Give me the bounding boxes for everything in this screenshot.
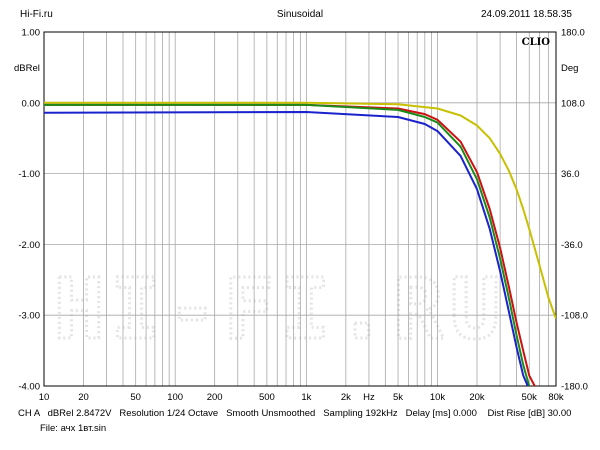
axis-labels: 1.00 0.00 -1.00 -2.00 -3.00 -4.00 180.0 108.0 36…: [14, 28, 588, 404]
watermark-text: HI-FI.RU: [54, 260, 507, 358]
y-tick-label: -1.00: [18, 169, 40, 180]
x-tick-label: 500: [259, 392, 275, 403]
clio-brand-label: CLIO: [522, 37, 551, 48]
file-name: File: ачх 1вт.sin: [40, 423, 107, 434]
y2-tick-label: -36.0: [561, 240, 583, 251]
header-site: Hi-Fi.ru: [20, 9, 53, 20]
series-line-3: [44, 103, 531, 386]
series-group: [44, 101, 556, 386]
chart-grid: [44, 32, 556, 386]
x-axis-unit: Hz: [363, 392, 375, 403]
x-tick-label: 2k: [341, 392, 351, 403]
x-tick-label: 50: [130, 392, 141, 403]
header-signal-type: Sinusoidal: [276, 9, 324, 20]
x-tick-label: 100: [167, 392, 183, 403]
x-tick-label: 20: [78, 392, 89, 403]
y-tick-label: -2.00: [18, 240, 40, 251]
watermark: HI-FI.RU: [52, 259, 507, 360]
series-line-4: [44, 111, 529, 386]
y2-tick-label: -108.0: [561, 311, 588, 322]
y2-tick-label: 36.0: [561, 169, 580, 180]
y-axis-label: dBRel: [14, 63, 40, 74]
y-tick-label: -4.00: [18, 382, 40, 393]
x-tick-label: 5k: [393, 392, 403, 403]
plot-frame: [43, 31, 557, 387]
x-tick-label: 80k: [548, 392, 564, 403]
y-tick-label: 0.00: [22, 98, 41, 109]
x-tick-label: 200: [207, 392, 223, 403]
series-line-1: [44, 101, 556, 320]
x-tick-label: 10k: [430, 392, 446, 403]
x-tick-label: 10: [39, 392, 50, 403]
x-tick-label: 1k: [301, 392, 311, 403]
y2-tick-label: 108.0: [561, 98, 585, 109]
series-line-2: [44, 103, 536, 386]
y2-axis-label: Deg: [561, 63, 578, 74]
y-tick-label: -3.00: [18, 311, 40, 322]
y-tick-label: 1.00: [22, 28, 41, 39]
y2-tick-label: -180.0: [561, 382, 588, 393]
x-tick-label: 50k: [522, 392, 538, 403]
measurement-settings: CH A dBRel 2.8472V Resolution 1/24 Octav…: [18, 408, 572, 419]
x-tick-label: 20k: [469, 392, 485, 403]
header-timestamp: 24.09.2011 18.58.35: [480, 9, 572, 20]
y2-tick-label: 180.0: [561, 28, 585, 39]
